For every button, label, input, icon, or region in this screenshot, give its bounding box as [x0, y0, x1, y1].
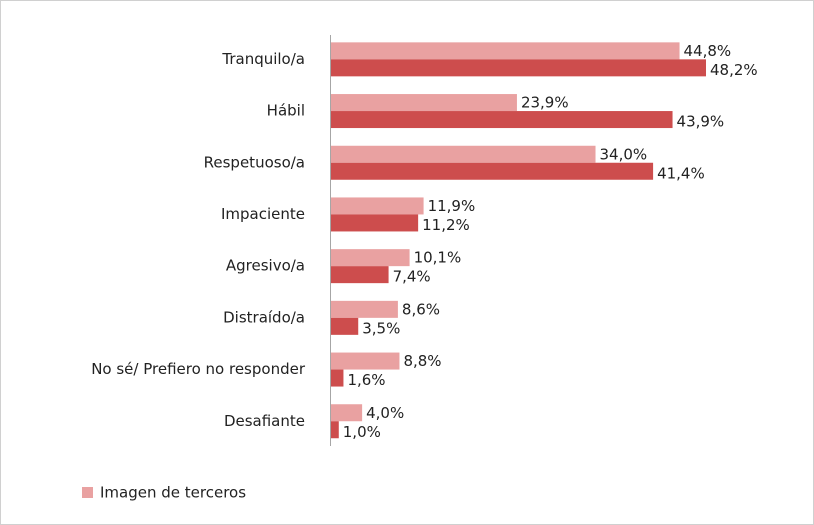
- y-tick-label: Hábil: [267, 102, 305, 120]
- bar: [331, 197, 424, 215]
- bar: [331, 249, 410, 267]
- bar: [331, 59, 706, 77]
- y-tick-label: Agresivo/a: [226, 257, 305, 275]
- data-label: 1,0%: [343, 423, 381, 441]
- bar: [331, 145, 596, 163]
- y-tick-label: Tranquilo/a: [221, 50, 305, 68]
- y-tick-label: No sé/ Prefiero no responder: [91, 360, 306, 378]
- data-label: 3,5%: [362, 319, 400, 337]
- legend-label: Imagen de terceros: [100, 484, 246, 502]
- bar: [331, 404, 363, 422]
- data-label: 10,1%: [414, 249, 462, 267]
- y-tick-label: Desafiante: [224, 412, 305, 430]
- data-label: 1,6%: [347, 371, 385, 389]
- data-label: 11,2%: [422, 216, 470, 234]
- y-tick-label: Distraído/a: [223, 308, 305, 326]
- bar: [331, 300, 398, 318]
- bar: [331, 42, 680, 60]
- data-label: 8,8%: [403, 352, 441, 370]
- bar: [331, 369, 344, 387]
- bar: [331, 421, 339, 439]
- data-label: 48,2%: [710, 61, 758, 79]
- y-tick-label: Respetuoso/a: [204, 153, 305, 171]
- data-label: 41,4%: [657, 164, 705, 182]
- bar: [331, 162, 654, 180]
- y-tick-label: Impaciente: [221, 205, 305, 223]
- data-label: 4,0%: [366, 404, 404, 422]
- data-label: 7,4%: [393, 268, 431, 286]
- bar: [331, 94, 517, 112]
- bar: [331, 266, 389, 284]
- data-label: 43,9%: [677, 113, 725, 131]
- bar: [331, 214, 419, 232]
- bar: [331, 111, 673, 129]
- bar: [331, 317, 359, 335]
- bar: [331, 352, 400, 370]
- data-label: 11,9%: [428, 197, 476, 215]
- data-label: 23,9%: [521, 94, 569, 112]
- data-label: 8,6%: [402, 300, 440, 318]
- data-label: 44,8%: [684, 42, 732, 60]
- data-label: 34,0%: [600, 145, 648, 163]
- legend-swatch: [82, 487, 93, 498]
